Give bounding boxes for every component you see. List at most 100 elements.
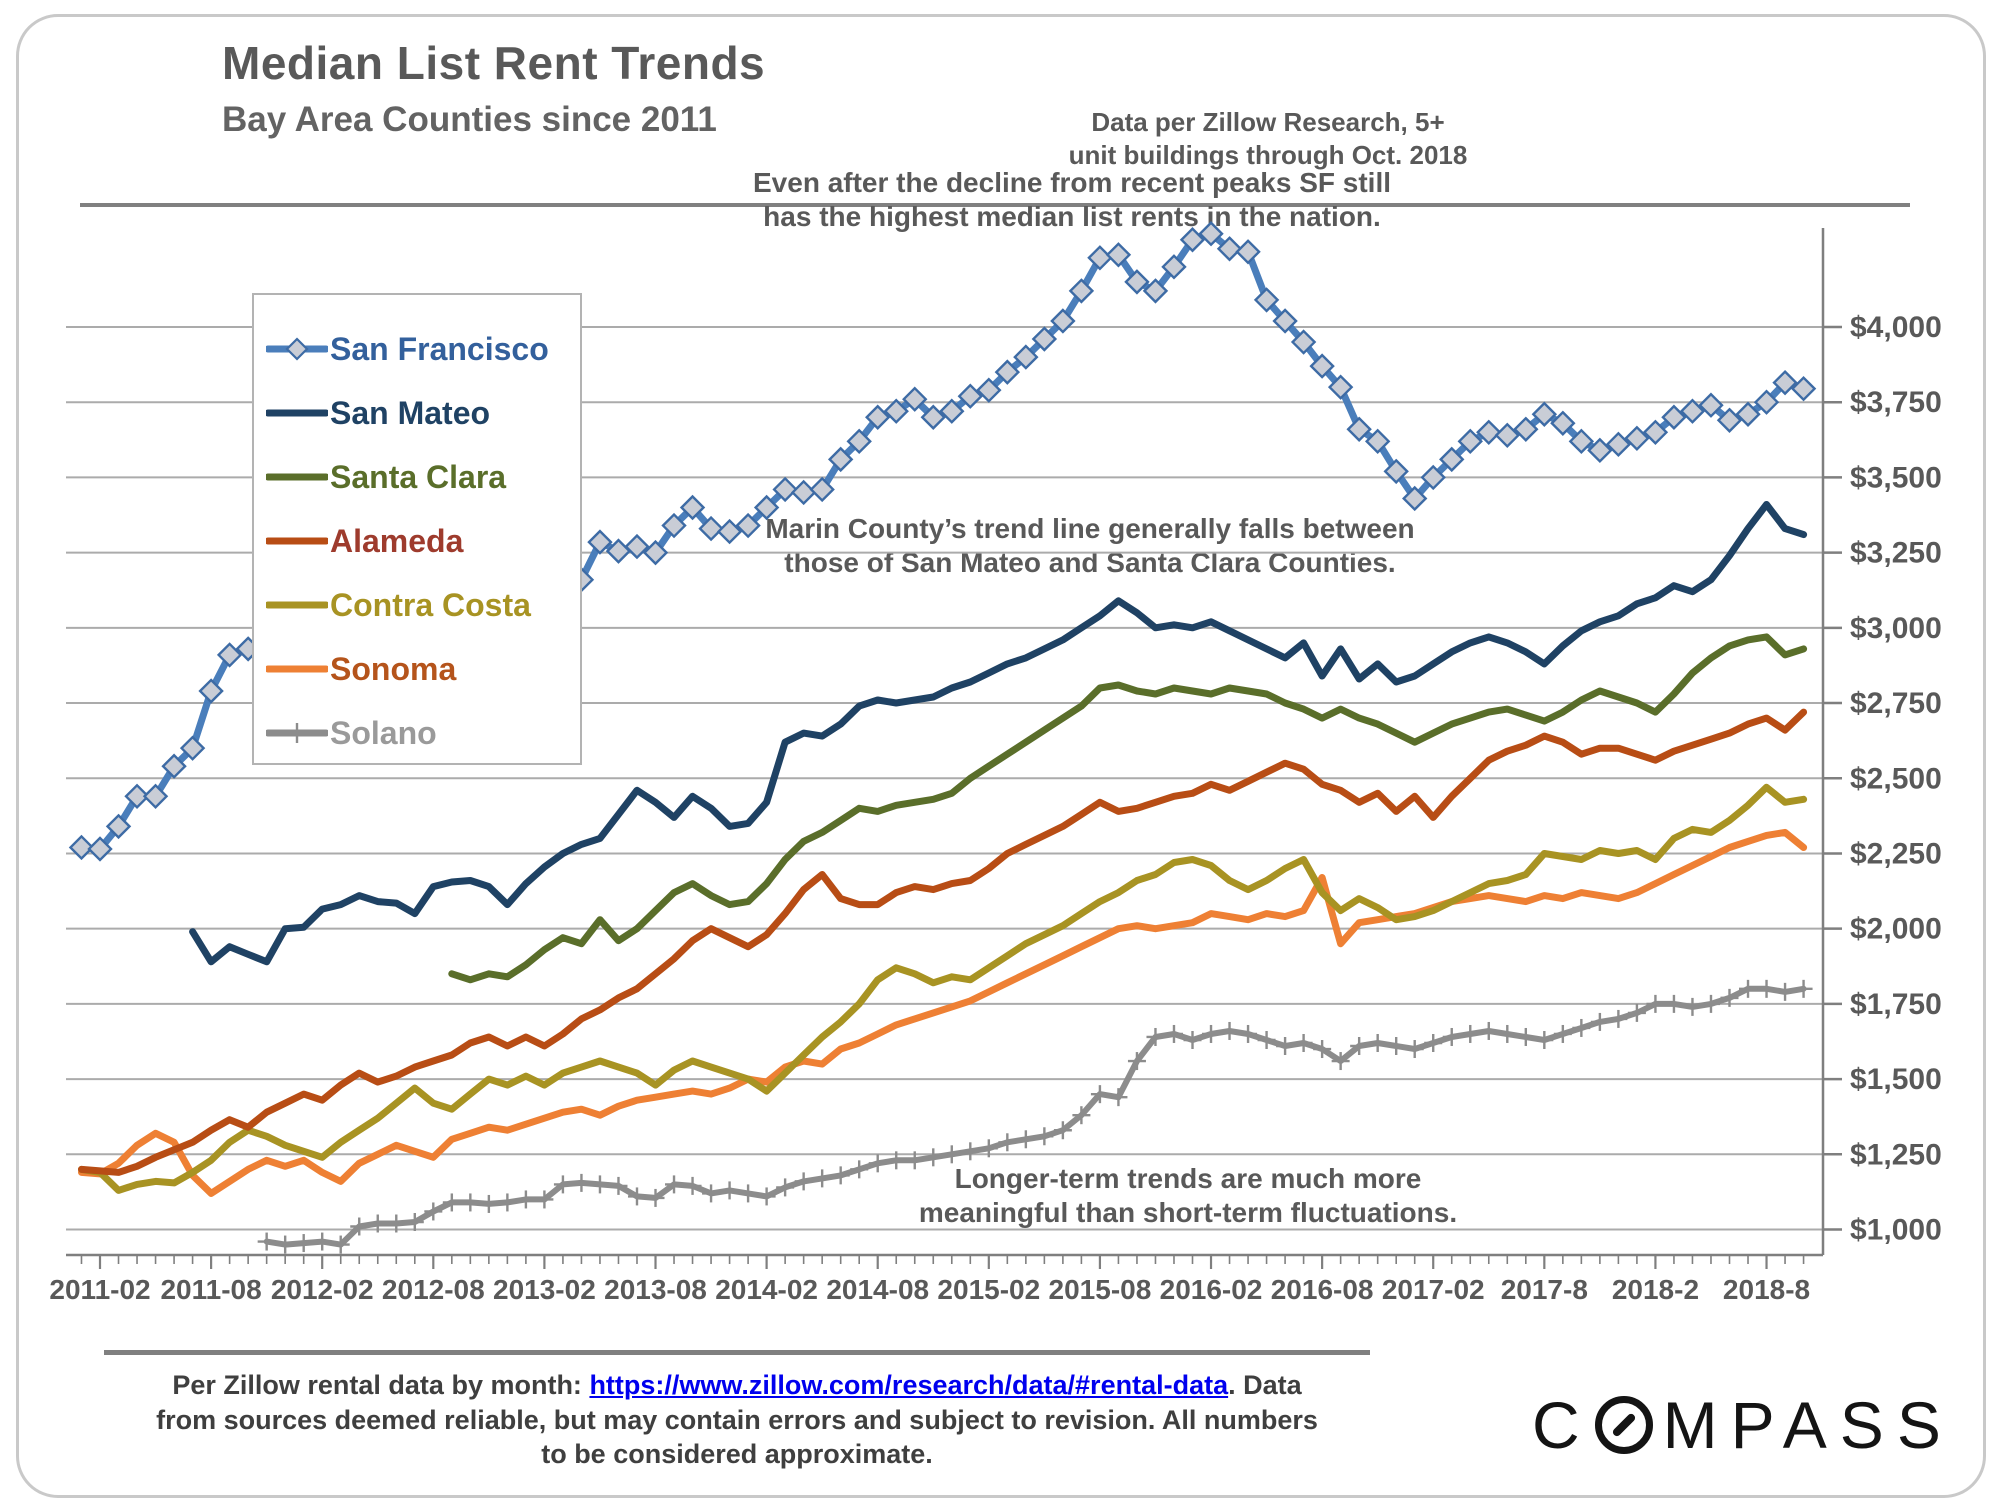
marker-diamond	[1235, 239, 1261, 265]
marker-diamond	[679, 494, 706, 521]
footer-divider	[104, 1350, 1370, 1355]
legend-label: San Mateo	[330, 394, 491, 431]
marker-diamond	[735, 512, 761, 539]
data-source-note-line1: Data per Zillow Research, 5+	[1091, 107, 1445, 137]
marker-diamond	[865, 404, 891, 430]
marker-diamond	[1642, 419, 1669, 445]
marker-diamond	[1698, 392, 1724, 418]
compass-logo-c: C	[1532, 1388, 1593, 1462]
marker-diamond	[1309, 353, 1335, 379]
marker-diamond	[790, 479, 817, 506]
marker-diamond	[698, 515, 724, 542]
marker-diamond	[1531, 401, 1558, 427]
marker-diamond	[1772, 369, 1798, 396]
y-axis-label: $1,250	[1850, 1138, 1942, 1171]
x-axis-label: 2014-02	[715, 1274, 818, 1305]
marker-diamond	[1364, 428, 1391, 455]
marker-diamond	[1161, 254, 1187, 280]
x-axis-label: 2012-02	[271, 1274, 374, 1305]
marker-diamond	[976, 377, 1002, 403]
marker-diamond	[1568, 428, 1595, 455]
marker-diamond	[1050, 308, 1076, 334]
legend-label: Alameda	[330, 522, 464, 559]
x-axis-label: 2013-02	[493, 1274, 596, 1305]
marker-diamond	[1383, 458, 1409, 485]
marker-diamond	[827, 446, 854, 473]
annotation-sf-peak-line2: has the highest median list rents in the…	[763, 201, 1381, 233]
y-axis-label: $1,750	[1850, 988, 1942, 1021]
legend-label: Sonoma	[330, 650, 457, 687]
y-axis-label: $1,500	[1850, 1063, 1942, 1096]
footer-line1-suffix: . Data	[1228, 1370, 1302, 1400]
marker-diamond	[1105, 242, 1132, 268]
header-divider	[80, 203, 1910, 207]
marker-diamond	[939, 398, 965, 424]
marker-diamond	[105, 813, 132, 840]
marker-diamond	[1476, 419, 1502, 445]
annotation-longterm-line1: Longer-term trends are much more	[954, 1163, 1422, 1194]
y-axis-label: $2,250	[1850, 837, 1942, 870]
legend-line-sample	[266, 473, 328, 481]
marker-diamond	[216, 642, 243, 668]
marker-diamond	[1420, 464, 1446, 491]
annotation-marin-line1: Marin County’s trend line generally fall…	[765, 513, 1415, 544]
marker-diamond	[1605, 431, 1632, 458]
legend-line-sample	[266, 601, 328, 609]
marker-diamond	[1327, 374, 1354, 400]
legend-line-sample	[266, 723, 328, 743]
footer-line2: from sources deemed reliable, but may co…	[156, 1404, 1318, 1435]
x-axis-label: 2018-2	[1612, 1274, 1699, 1305]
marker-diamond	[1290, 329, 1317, 355]
legend-item-contra-costa: Contra Costa	[266, 573, 580, 637]
marker-diamond	[142, 783, 169, 810]
marker-diamond	[661, 512, 687, 539]
marker-diamond	[198, 678, 224, 704]
marker-diamond	[1272, 308, 1298, 334]
y-axis-label: $2,750	[1850, 687, 1942, 720]
legend-item-sonoma: Sonoma	[266, 637, 580, 701]
x-axis-label: 2011-08	[160, 1274, 261, 1305]
marker-diamond	[753, 494, 780, 521]
marker-diamond	[902, 386, 928, 412]
marker-diamond	[772, 476, 798, 503]
x-axis-label: 2015-02	[937, 1274, 1040, 1305]
legend-line-sample	[266, 409, 328, 417]
data-source-note-line2: unit buildings through Oct. 2018	[1068, 139, 1468, 170]
marker-diamond	[1716, 407, 1743, 433]
legend-label: Contra Costa	[330, 586, 531, 623]
legend-line-sample	[266, 665, 328, 673]
marker-diamond	[1494, 422, 1520, 448]
marker-diamond	[587, 529, 613, 555]
compass-logo-mpass: MPASS	[1662, 1388, 1954, 1462]
annotation-longterm: Longer-term trends are much more meaning…	[919, 1162, 1457, 1230]
y-axis-label: $3,000	[1850, 612, 1942, 645]
marker-diamond	[846, 428, 872, 455]
marker-diamond	[1753, 389, 1780, 415]
marker-diamond	[1142, 278, 1169, 304]
legend-item-alameda: Alameda	[266, 509, 580, 573]
marker-diamond	[883, 398, 909, 424]
marker-diamond	[1346, 416, 1372, 442]
x-axis-label: 2016-02	[1160, 1274, 1263, 1305]
zillow-data-link[interactable]: https://www.zillow.com/research/data/#re…	[589, 1370, 1229, 1400]
marker-diamond	[1457, 428, 1483, 455]
marker-diamond	[179, 735, 206, 761]
marker-diamond	[1513, 416, 1539, 442]
marker-diamond	[1253, 287, 1280, 313]
annotation-longterm-line2: meaningful than short-term fluctuations.	[918, 1197, 1458, 1229]
series-line-santa-clara	[448, 633, 1808, 984]
marker-diamond	[809, 476, 835, 503]
legend-item-san-francisco: San Francisco	[266, 317, 580, 381]
x-axis-label: 2017-8	[1501, 1274, 1588, 1305]
page-subtitle: Bay Area Counties since 2011	[222, 100, 717, 139]
data-source-note: Data per Zillow Research, 5+ unit buildi…	[1069, 106, 1468, 171]
marker-diamond	[68, 834, 95, 861]
marker-diamond	[1550, 410, 1576, 436]
annotation-sf-peak: Even after the decline from recent peaks…	[753, 166, 1391, 234]
y-axis-label: $3,250	[1850, 537, 1942, 570]
marker-diamond	[1790, 375, 1817, 402]
marker-diamond	[1624, 425, 1650, 452]
marker-diamond	[1013, 344, 1039, 370]
y-axis-label: $3,750	[1850, 386, 1942, 419]
